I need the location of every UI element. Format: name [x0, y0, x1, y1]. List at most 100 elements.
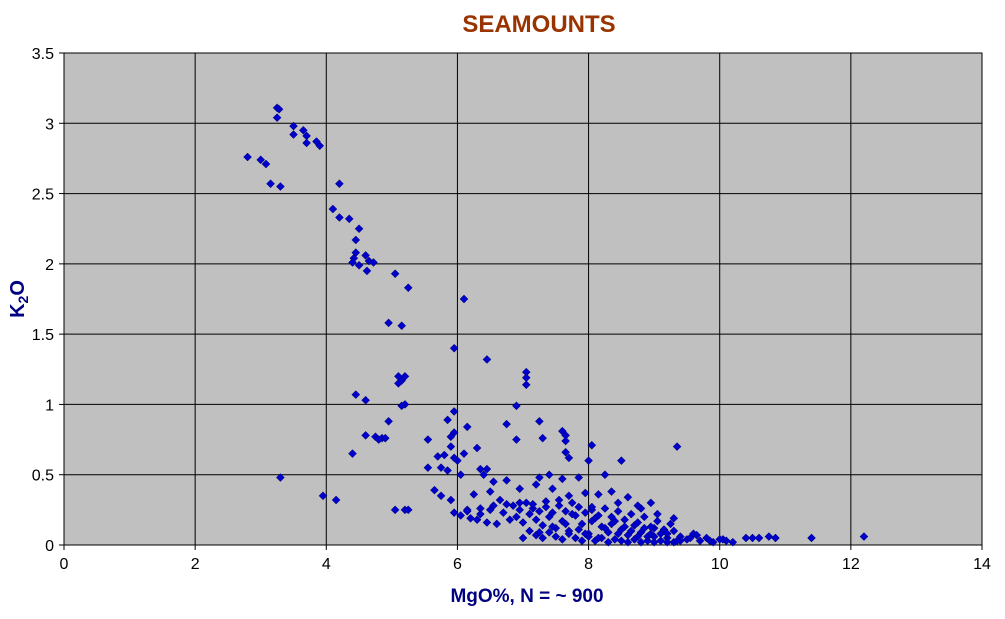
data-point — [466, 513, 475, 523]
data-point — [564, 491, 574, 501]
data-point — [397, 401, 407, 411]
data-point — [390, 505, 400, 515]
data-point — [354, 260, 364, 270]
data-point — [298, 125, 308, 135]
data-point — [653, 509, 662, 519]
data-point — [492, 519, 502, 529]
data-point — [600, 470, 610, 480]
data-point — [479, 470, 489, 480]
data-point — [626, 509, 636, 519]
data-point — [528, 499, 538, 509]
data-point — [495, 495, 505, 505]
data-point — [515, 505, 525, 515]
data-point — [443, 415, 452, 425]
data-point — [544, 470, 554, 480]
data-point — [764, 532, 774, 541]
data-point — [617, 536, 626, 546]
data-point — [574, 525, 584, 534]
y-tick-labels: 0 0.5 1 1.5 2 2.5 3 3.5 — [32, 46, 54, 555]
data-point — [574, 473, 584, 482]
x-tick-label: 10 — [711, 556, 729, 573]
data-point — [462, 506, 472, 516]
data-point — [653, 516, 662, 526]
data-point — [261, 159, 271, 169]
data-point — [515, 498, 525, 508]
data-point — [384, 416, 393, 426]
data-point — [859, 532, 869, 541]
data-point — [561, 519, 570, 529]
data-point — [669, 513, 679, 523]
data-point — [459, 294, 469, 304]
data-point — [613, 498, 623, 508]
data-point — [515, 484, 525, 494]
y-axis-label: K2O — [7, 280, 31, 318]
data-point — [449, 508, 459, 518]
data-point — [557, 474, 567, 484]
data-point — [525, 509, 534, 519]
data-point — [672, 536, 682, 546]
data-point — [626, 526, 636, 536]
y-tick-label: 1 — [45, 397, 54, 414]
data-point — [580, 488, 590, 498]
data-point — [274, 104, 284, 114]
data-point — [489, 501, 498, 510]
y-axis-label-subscript: 2 — [15, 295, 31, 303]
data-point — [266, 179, 275, 189]
data-point — [662, 537, 672, 547]
data-point — [439, 450, 449, 460]
data-point — [351, 390, 361, 399]
data-point — [538, 520, 548, 530]
data-point — [459, 449, 469, 458]
y-axis-label-main: K — [7, 303, 29, 318]
data-point — [594, 533, 603, 543]
data-point — [369, 258, 378, 267]
y-tick-label: 3.5 — [32, 46, 54, 63]
data-point — [397, 321, 407, 331]
data-point — [449, 453, 459, 463]
data-point — [577, 536, 587, 546]
data-point — [541, 502, 551, 512]
data-point — [613, 506, 623, 516]
chart-title: SEAMOUNTS — [462, 11, 615, 38]
data-point — [364, 256, 374, 266]
data-point — [384, 318, 393, 328]
data-point — [512, 435, 521, 444]
data-point — [272, 113, 282, 123]
data-point — [535, 416, 544, 426]
data-point — [554, 501, 564, 510]
y-tick-label: 2 — [45, 257, 54, 274]
x-tick-label: 6 — [453, 556, 462, 573]
data-point — [485, 487, 495, 496]
data-point — [620, 522, 629, 532]
data-point — [315, 141, 325, 151]
data-point — [548, 508, 557, 518]
data-point — [472, 515, 482, 525]
data-point — [331, 495, 341, 505]
data-point — [538, 433, 548, 443]
data-point — [535, 506, 544, 516]
data-point — [535, 527, 544, 537]
data-point — [518, 533, 528, 543]
x-tick-label: 8 — [584, 556, 593, 573]
data-point — [705, 536, 715, 546]
data-point — [584, 456, 593, 466]
data-point — [498, 508, 508, 518]
data-point — [666, 519, 675, 529]
data-point — [243, 152, 252, 162]
data-point — [646, 529, 656, 539]
data-point — [423, 463, 433, 473]
data-point — [348, 258, 357, 267]
x-tick-label: 4 — [322, 556, 331, 573]
data-point — [748, 533, 757, 543]
data-point — [567, 509, 577, 519]
data-point — [351, 235, 361, 245]
data-point — [362, 266, 372, 276]
data-point — [512, 401, 521, 411]
data-point — [476, 464, 485, 474]
data-point — [502, 419, 511, 429]
data-point — [472, 443, 482, 453]
y-tick-label: 0 — [45, 538, 54, 555]
data-point — [613, 529, 623, 539]
plot-area — [63, 52, 983, 546]
data-point — [518, 518, 528, 527]
